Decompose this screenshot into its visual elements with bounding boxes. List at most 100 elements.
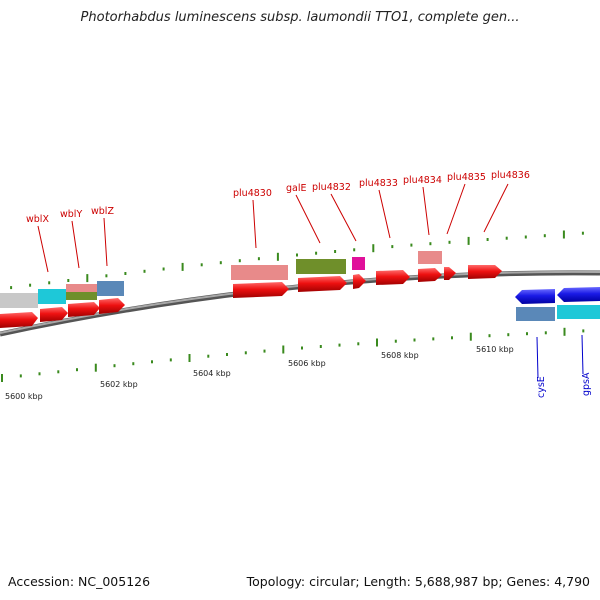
upper-tick-row xyxy=(10,230,584,290)
gene-arrow[interactable] xyxy=(0,312,38,328)
leader-wblZ xyxy=(103,217,108,267)
scale-label-5608: 5608 kbp xyxy=(381,351,419,360)
gene-label-wblX[interactable]: wblX xyxy=(26,214,49,225)
upper-tick xyxy=(353,248,356,252)
scale-label-5604: 5604 kbp xyxy=(193,369,231,378)
lower-tick xyxy=(113,364,116,368)
leader-plu4830 xyxy=(252,199,257,249)
reverse-gene-track xyxy=(515,287,600,321)
leader-galE xyxy=(295,194,321,244)
upper-tick xyxy=(334,250,337,253)
lower-tick xyxy=(301,346,303,350)
scale-labels: 5600 kbp 5602 kbp 5604 kbp 5606 kbp 5608… xyxy=(5,345,514,401)
gene-arrow[interactable] xyxy=(298,276,347,292)
upper-tick xyxy=(391,245,394,249)
gene-arrow[interactable] xyxy=(418,268,442,282)
leader-plu4834 xyxy=(422,186,430,236)
cds-bar-plu4834[interactable] xyxy=(418,251,442,264)
lower-tick xyxy=(94,363,97,372)
gene-label-plu4832[interactable]: plu4832 xyxy=(312,182,351,193)
gene-arrow[interactable] xyxy=(468,265,502,279)
leader-wblX xyxy=(37,225,49,273)
upper-tick xyxy=(505,236,508,240)
gene-arrow-gpsA[interactable] xyxy=(557,287,600,302)
lower-tick xyxy=(1,374,3,382)
gene-label-plu4835[interactable]: plu4835 xyxy=(447,172,486,183)
upper-tick xyxy=(48,281,51,285)
upper-tick xyxy=(143,269,146,273)
lower-tick xyxy=(413,338,416,342)
cds-bar-wblY-bottom[interactable] xyxy=(66,292,97,300)
cds-bar-plu4830[interactable] xyxy=(231,265,288,280)
leader-plu4835 xyxy=(446,183,466,235)
gene-label-plu4836[interactable]: plu4836 xyxy=(491,170,530,181)
gene-arrow[interactable] xyxy=(99,298,125,314)
leader-wblY xyxy=(71,220,80,269)
cds-bar-gpsA[interactable] xyxy=(557,305,600,319)
upper-tick xyxy=(124,272,127,275)
cds-bar-plu4832[interactable] xyxy=(352,257,365,270)
leader-plu4833 xyxy=(378,189,391,239)
gene-label-plu4833[interactable]: plu4833 xyxy=(359,178,398,189)
forward-gene-arrows xyxy=(0,265,502,328)
lower-tick-row xyxy=(1,327,585,382)
lower-tick xyxy=(132,362,135,366)
lower-tick xyxy=(338,343,341,347)
gene-arrow[interactable] xyxy=(68,302,100,317)
cds-bar-galE[interactable] xyxy=(296,259,346,274)
lower-tick xyxy=(451,336,453,340)
lower-tick xyxy=(207,354,210,358)
upper-tick xyxy=(105,274,108,278)
upper-tick xyxy=(238,259,241,263)
gene-label-galE[interactable]: galE xyxy=(286,183,307,194)
cds-bar-cysE[interactable] xyxy=(516,307,555,321)
upper-tick xyxy=(543,234,546,238)
lower-tick xyxy=(394,339,397,343)
lower-tick xyxy=(76,368,78,372)
cds-bar[interactable] xyxy=(0,293,38,308)
cds-bar[interactable] xyxy=(38,289,66,304)
lower-tick xyxy=(488,334,491,338)
upper-tick xyxy=(486,238,489,241)
lower-tick xyxy=(432,337,435,341)
upper-tick xyxy=(29,283,32,287)
lower-tick xyxy=(469,332,472,341)
gene-label-plu4834[interactable]: plu4834 xyxy=(403,175,442,186)
gene-label-gpsA[interactable]: gpsA xyxy=(581,372,592,396)
cds-bar-wblZ[interactable] xyxy=(97,281,124,296)
lower-tick xyxy=(226,353,228,356)
gene-arrow[interactable] xyxy=(40,307,68,322)
lower-tick xyxy=(544,331,547,335)
lower-tick xyxy=(282,345,285,354)
upper-tick xyxy=(467,236,470,245)
lower-tick xyxy=(38,372,41,376)
lower-tick xyxy=(376,338,378,347)
lower-tick xyxy=(357,342,360,346)
upper-tick xyxy=(429,242,432,246)
scale-label-5602: 5602 kbp xyxy=(100,380,138,389)
cds-bar-wblY-top[interactable] xyxy=(66,284,97,292)
gene-label-wblZ[interactable]: wblZ xyxy=(91,206,114,217)
lower-tick xyxy=(57,370,60,374)
upper-tick xyxy=(276,252,279,261)
gene-arrow[interactable] xyxy=(376,270,410,285)
scale-label-5606: 5606 kbp xyxy=(288,359,326,368)
gene-arrow-cysE[interactable] xyxy=(515,289,555,304)
gene-label-plu4830[interactable]: plu4830 xyxy=(233,188,272,199)
upper-tick xyxy=(524,235,527,239)
upper-tick xyxy=(10,286,13,290)
upper-tick xyxy=(219,261,222,265)
upper-tick xyxy=(86,274,89,283)
forward-leader-lines xyxy=(37,183,509,273)
gene-label-cysE[interactable]: cysE xyxy=(536,376,547,398)
gene-arrow[interactable] xyxy=(353,274,366,289)
gene-arrow[interactable] xyxy=(444,267,456,280)
leader-cysE xyxy=(536,336,539,379)
gene-arrow[interactable] xyxy=(233,282,289,298)
lower-tick xyxy=(19,374,22,378)
scale-label-5600: 5600 kbp xyxy=(5,392,43,401)
lower-tick xyxy=(188,354,191,362)
scale-label-5610: 5610 kbp xyxy=(476,345,514,354)
gene-label-wblY[interactable]: wblY xyxy=(60,209,82,220)
upper-tick xyxy=(448,240,451,244)
